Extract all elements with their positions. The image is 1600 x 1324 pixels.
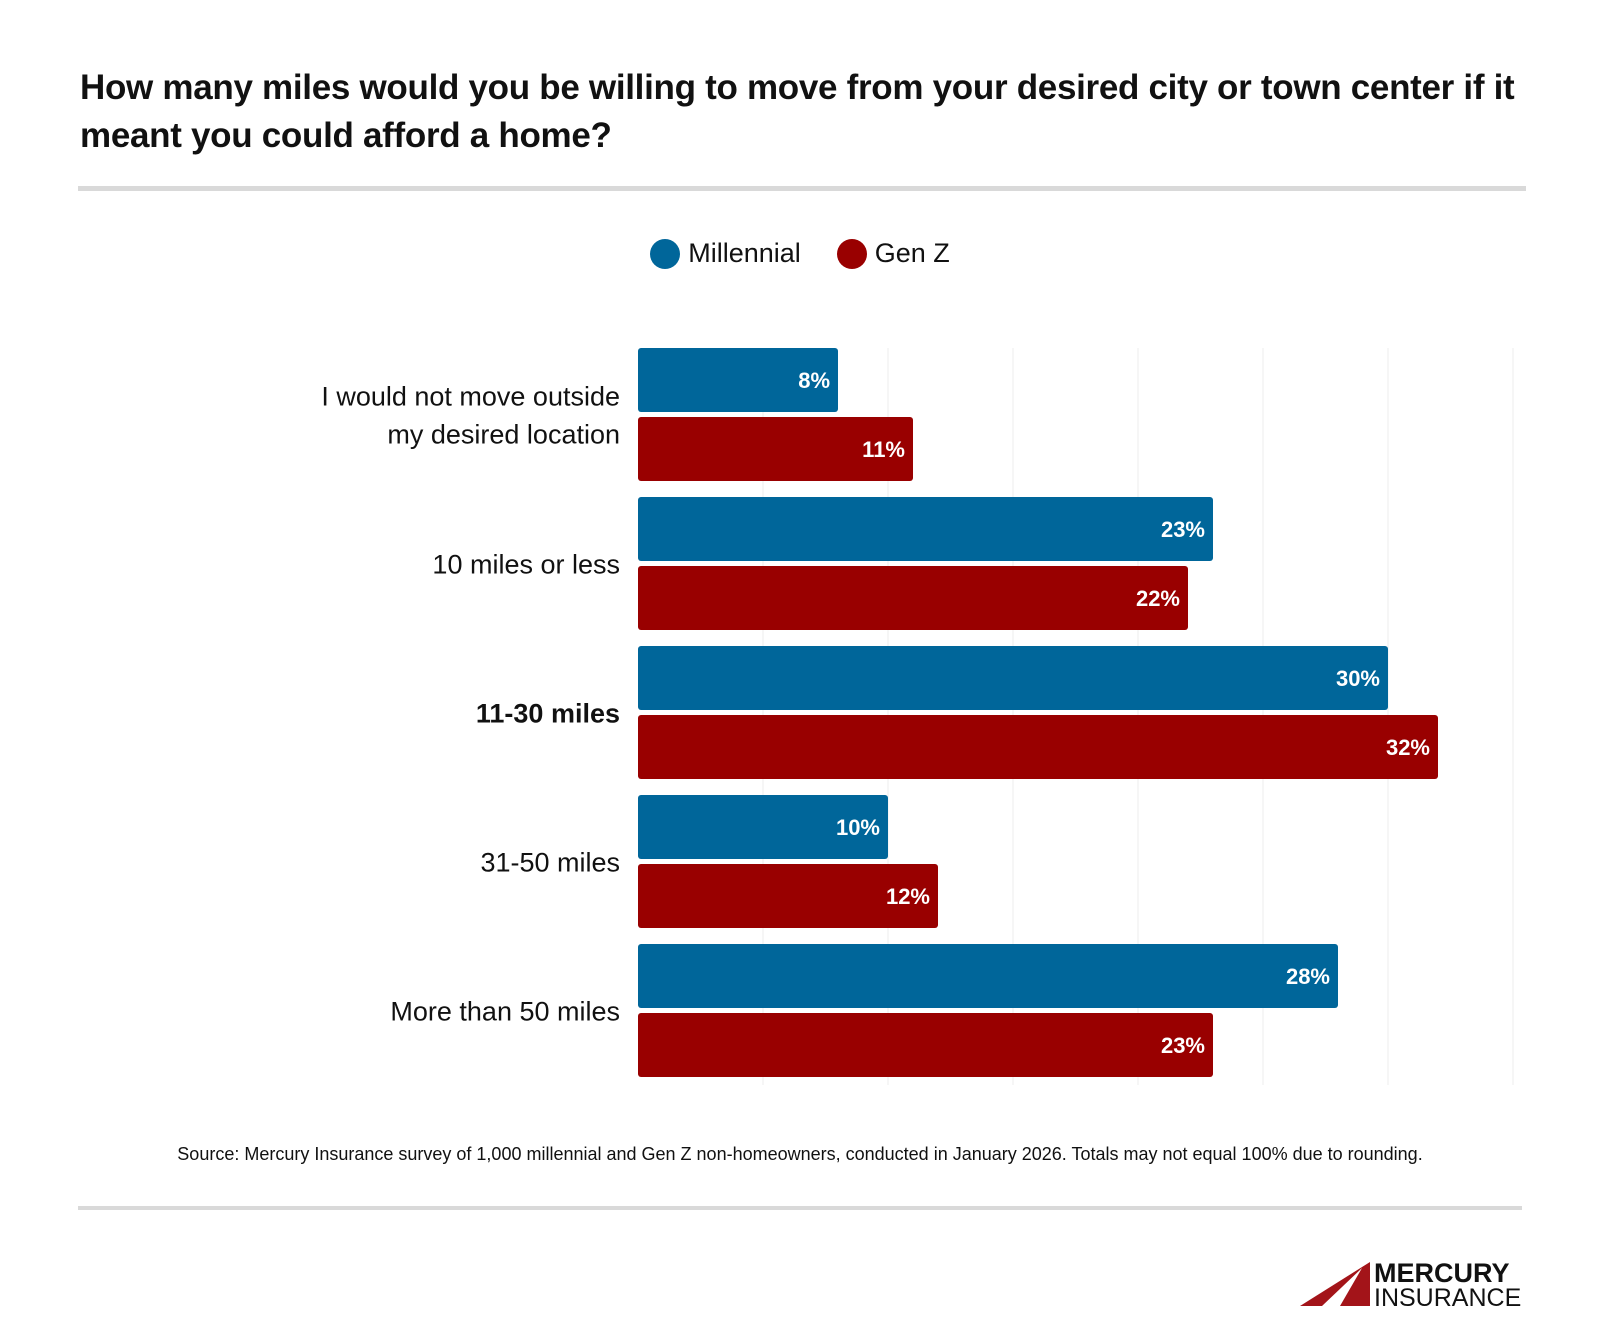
bar-gen-z <box>638 715 1438 779</box>
bar-gen-z <box>638 566 1188 630</box>
data-label: 32% <box>1386 735 1430 760</box>
category-label: my desired location <box>387 420 620 450</box>
svg-text:INSURANCE: INSURANCE <box>1374 1284 1521 1308</box>
bar-millennial <box>638 497 1213 561</box>
footer-divider <box>78 1206 1522 1210</box>
legend-item-millennial: Millennial <box>650 238 801 269</box>
category-label: 10 miles or less <box>432 550 620 580</box>
bar-millennial <box>638 646 1388 710</box>
legend-label: Gen Z <box>874 238 950 268</box>
source-note: Source: Mercury Insurance survey of 1,00… <box>177 1144 1423 1164</box>
mercury-insurance-logo: MERCURY INSURANCE <box>1300 1258 1521 1308</box>
category-label: I would not move outside <box>321 382 620 412</box>
bar-gen-z <box>638 417 913 481</box>
category-label: 31-50 miles <box>480 848 620 878</box>
bar-gen-z <box>638 864 938 928</box>
data-label: 11% <box>862 437 905 462</box>
bar-gen-z <box>638 1013 1213 1077</box>
title-divider <box>78 186 1526 191</box>
data-label: 28% <box>1286 964 1330 989</box>
bar-millennial <box>638 348 838 412</box>
legend-item-genz: Gen Z <box>836 238 950 269</box>
bar-millennial <box>638 795 888 859</box>
category-label: 11-30 miles <box>476 699 620 729</box>
data-label: 8% <box>798 368 830 393</box>
data-label: 30% <box>1336 666 1380 691</box>
chart-title: How many miles would you be willing to m… <box>80 68 1515 155</box>
svg-text:MERCURY: MERCURY <box>1374 1258 1510 1288</box>
data-label: 22% <box>1136 586 1180 611</box>
legend-swatch <box>836 238 867 269</box>
legend: Millennial Gen Z <box>0 238 1600 269</box>
legend-label: Millennial <box>688 238 801 268</box>
bar-millennial <box>638 944 1338 1008</box>
category-label: More than 50 miles <box>390 997 620 1027</box>
data-label: 12% <box>886 884 930 909</box>
data-label: 23% <box>1161 517 1205 542</box>
data-label: 10% <box>836 815 880 840</box>
legend-swatch <box>650 238 681 269</box>
data-label: 23% <box>1161 1033 1205 1058</box>
